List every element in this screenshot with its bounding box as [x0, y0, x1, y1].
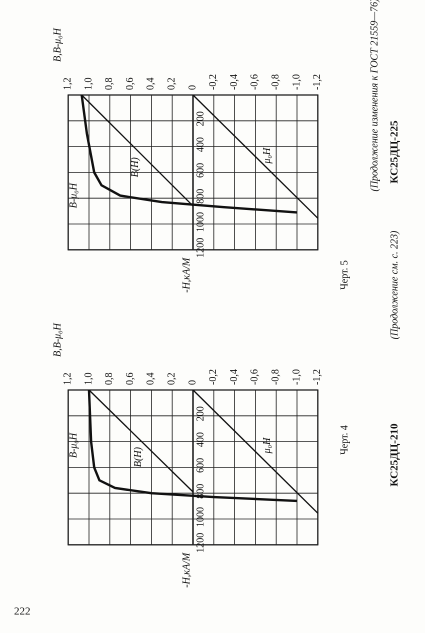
y-tick-label: 0,8: [104, 373, 115, 386]
x-axis-label: -H,кА/М: [181, 257, 192, 293]
x-tick-label: 400: [195, 432, 206, 447]
y-axis-label: B,B-μ₀H: [52, 27, 63, 62]
y-tick-label: -0,4: [229, 369, 240, 385]
series-line: [87, 389, 298, 503]
y-tick-label: 1,2: [62, 373, 73, 386]
y-tick-label: 0,2: [166, 373, 177, 386]
y-tick-label: 0,2: [166, 78, 177, 91]
y-tick-label: 0,6: [125, 78, 136, 91]
curve-label: μ₀H: [262, 147, 273, 164]
y-tick-label: -1,2: [312, 369, 323, 385]
chart-title: КС25ДЦ-225: [389, 120, 401, 183]
page-number: 222: [14, 606, 31, 618]
curve-label: B-μ₀H: [69, 432, 80, 458]
y-tick-label: -0,4: [229, 74, 240, 90]
x-tick-label: 1000: [195, 507, 206, 527]
curve-label: μ₀H: [262, 437, 273, 454]
y-tick-label: 1,2: [62, 78, 73, 91]
x-tick-label: 200: [195, 406, 206, 421]
chart-title: КС25ДЦ-210: [389, 423, 401, 486]
y-tick-label: -0,2: [208, 369, 219, 385]
y-tick-label: -0,8: [270, 74, 281, 90]
series-line: [81, 94, 194, 207]
x-tick-label: 400: [195, 137, 206, 152]
x-tick-label: 1200: [195, 238, 206, 258]
x-tick-label: 200: [195, 111, 206, 126]
y-tick-label: 0: [187, 380, 198, 385]
y-tick-label: -0,2: [208, 74, 219, 90]
header: (Продолжение изменения к ГОСТ 21559—76): [369, 0, 380, 192]
y-tick-label: -0,6: [250, 74, 261, 90]
y-tick-label: 0,6: [125, 373, 136, 386]
y-tick-label: -1,2: [312, 74, 323, 90]
y-tick-label: -0,8: [270, 369, 281, 385]
series-line: [192, 94, 319, 219]
series-line: [88, 389, 194, 493]
y-tick-label: -0,6: [250, 369, 261, 385]
series-line: [192, 389, 319, 514]
chart-caption: Черт. 5: [339, 260, 350, 289]
y-tick-label: 0,4: [146, 78, 157, 91]
y-tick-label: -1,0: [291, 74, 302, 90]
curve-label: B-μ₀H: [69, 182, 80, 208]
y-axis-label: B,B-μ₀H: [52, 322, 63, 357]
y-tick-label: 0,8: [104, 78, 115, 91]
x-tick-label: 1200: [195, 533, 206, 553]
x-tick-label: 1000: [195, 212, 206, 232]
x-tick-label: 800: [195, 189, 206, 204]
x-tick-label: 600: [195, 458, 206, 473]
series-line: [80, 94, 298, 214]
y-tick-label: 0: [187, 85, 198, 90]
curve-label: B(H): [133, 446, 144, 467]
curve-label: B(H): [130, 157, 141, 178]
footer: (Продолжение см. с. 223): [389, 230, 400, 339]
chart-caption: Черт. 4: [339, 425, 350, 454]
y-tick-label: 1,0: [83, 78, 94, 91]
x-tick-label: 600: [195, 163, 206, 178]
y-tick-label: -1,0: [291, 369, 302, 385]
x-tick-label: 800: [195, 484, 206, 499]
x-axis-label: -H,кА/М: [181, 552, 192, 588]
y-tick-label: 1,0: [83, 373, 94, 386]
y-tick-label: 0,4: [146, 373, 157, 386]
